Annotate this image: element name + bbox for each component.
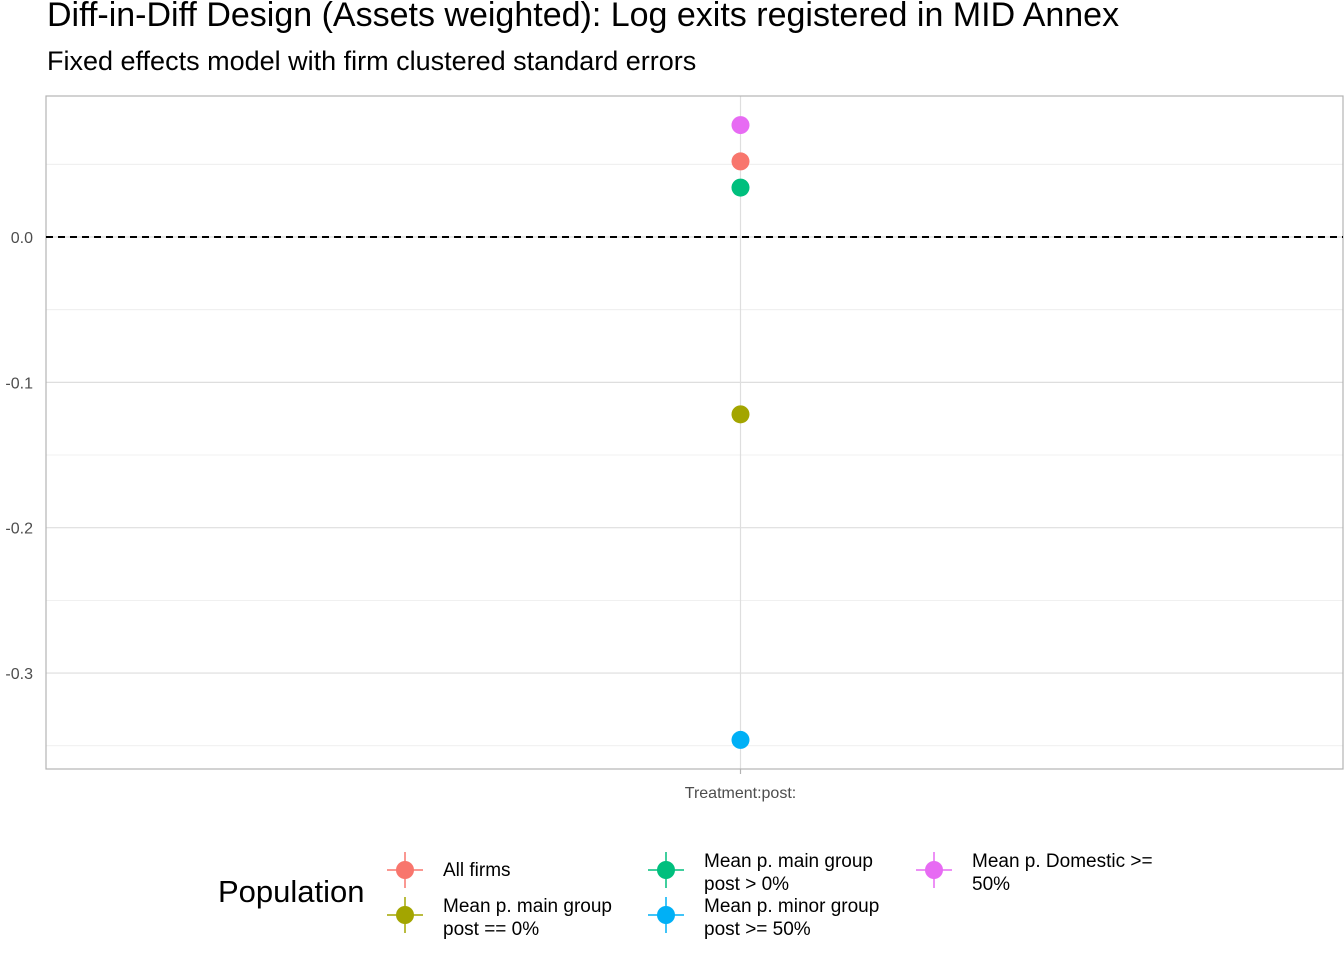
legend-label-line: Mean p. minor group	[704, 896, 880, 917]
legend-label-line: post == 0%	[443, 919, 540, 940]
data-point	[731, 178, 750, 197]
x-tick-label: Treatment:post:	[685, 785, 796, 802]
chart-title: Diff-in-Diff Design (Assets weighted): L…	[47, 0, 1120, 34]
legend-item: Mean p. Domestic >= 50%	[914, 850, 1172, 896]
legend-key	[648, 897, 684, 933]
legend-key	[387, 897, 423, 933]
legend-label-line: 50%	[972, 874, 1011, 895]
legend: Population All firms Mean p. main group po…	[0, 840, 1344, 950]
legend-item: All firms	[385, 850, 643, 890]
legend-item: Mean p. minor group post >= 50%	[646, 895, 904, 941]
y-tick-label: 0.0	[11, 230, 33, 247]
legend-label: Mean p. main group post == 0%	[443, 895, 643, 941]
chart-subtitle: Fixed effects model with firm clustered …	[47, 46, 697, 76]
y-tick-label: -0.2	[5, 521, 33, 538]
y-tick-label: -0.3	[5, 666, 33, 683]
legend-key	[916, 852, 952, 888]
legend-label: Mean p. Domestic >= 50%	[972, 850, 1172, 896]
legend-title: Population	[218, 874, 365, 909]
legend-label-line: Mean p. Domestic >=	[972, 851, 1153, 872]
y-tick-label: -0.1	[5, 375, 33, 392]
chart-plot: 0.0 -0.1 -0.2 -0.3 Treatment:post:	[5, 95, 1344, 802]
legend-label-line: post >= 50%	[704, 919, 811, 940]
legend-key	[648, 852, 684, 888]
legend-key	[387, 852, 423, 888]
panel-border	[45, 95, 1344, 770]
legend-label-line: All firms	[443, 860, 511, 881]
legend-label-line: Mean p. main group	[443, 896, 612, 917]
legend-item: Mean p. main group post == 0%	[385, 895, 643, 941]
data-point	[731, 152, 750, 171]
data-point	[731, 116, 750, 135]
legend-label: All firms	[443, 850, 643, 882]
legend-label: Mean p. main group post > 0%	[704, 850, 904, 896]
data-point	[731, 405, 750, 424]
legend-item: Mean p. main group post > 0%	[646, 850, 904, 896]
data-point	[731, 730, 750, 749]
legend-label-line: Mean p. main group	[704, 851, 873, 872]
legend-label: Mean p. minor group post >= 50%	[704, 895, 904, 941]
legend-label-line: post > 0%	[704, 874, 790, 895]
